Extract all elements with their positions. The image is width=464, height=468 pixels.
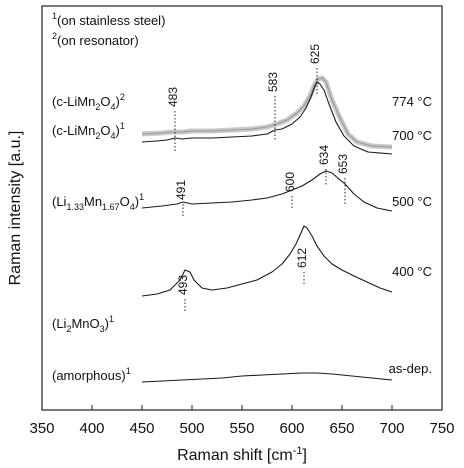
footnote-legend: 1(on stainless steel) 2(on resonator): [52, 11, 165, 48]
spectrum-2: (Li1.33Mn1.67O4)1 500 °C 491 600 634 653: [52, 145, 432, 216]
peak-label: 483: [166, 87, 180, 107]
temperature-label: 774 °C: [392, 94, 432, 109]
series-line: [141, 170, 393, 212]
series-line: [141, 81, 393, 155]
footnote-item: 1(on stainless steel): [52, 11, 165, 28]
series-line: [141, 225, 393, 297]
peak-label: 600: [283, 172, 297, 192]
phase-label: (Li1.33Mn1.67O4)1: [52, 192, 144, 212]
phase-label: (Li2MnO3)1: [52, 314, 114, 334]
temperature-label: as-dep.: [389, 361, 432, 376]
peak-label: 653: [336, 154, 350, 174]
phase-label: (c-LiMn2O4)2: [52, 92, 125, 112]
x-axis-title: Raman shift [cm-1]: [177, 445, 307, 464]
phase-label: (c-LiMn2O4)1: [52, 121, 125, 141]
y-axis-title: Raman intensity [a.u.]: [7, 131, 24, 286]
peak-label: 491: [174, 180, 188, 200]
spectrum-4: (amorphous)1 as-dep.: [52, 361, 432, 383]
x-tick-label: 400: [79, 420, 104, 437]
series-line: [141, 77, 393, 148]
temperature-label: 500 °C: [392, 194, 432, 209]
peak-label: 493: [176, 275, 190, 295]
x-tick-label: 450: [129, 420, 154, 437]
x-tick-label: 500: [179, 420, 204, 437]
temperature-label: 400 °C: [392, 264, 432, 279]
peak-label: 612: [295, 248, 309, 268]
x-tick-label: 350: [29, 420, 54, 437]
spectrum-0: (c-LiMn2O4)2 774 °C: [52, 75, 432, 150]
series-line: [141, 372, 393, 383]
spectrum-3: (Li2MnO3)1 400 °C 493 612: [52, 225, 432, 334]
x-tick-label: 550: [229, 420, 254, 437]
peak-label: 583: [266, 72, 280, 92]
x-ticks: 350 400 450 500 550 600 650 700 750: [29, 405, 455, 437]
peak-label: 625: [308, 44, 322, 64]
spectrum-1: (c-LiMn2O4)1 700 °C 483 583 625: [52, 44, 432, 155]
x-tick-label: 700: [379, 420, 404, 437]
x-tick-label: 650: [329, 420, 354, 437]
phase-label: (amorphous)1: [52, 366, 131, 383]
temperature-label: 700 °C: [392, 128, 432, 143]
spectra-group: (c-LiMn2O4)2 774 °C (c-LiMn2O4)1 700 °C 483 5…: [52, 44, 432, 383]
x-tick-label: 750: [429, 420, 454, 437]
peak-label: 634: [317, 145, 331, 165]
x-tick-label: 600: [279, 420, 304, 437]
footnote-item: 2(on resonator): [52, 31, 139, 48]
